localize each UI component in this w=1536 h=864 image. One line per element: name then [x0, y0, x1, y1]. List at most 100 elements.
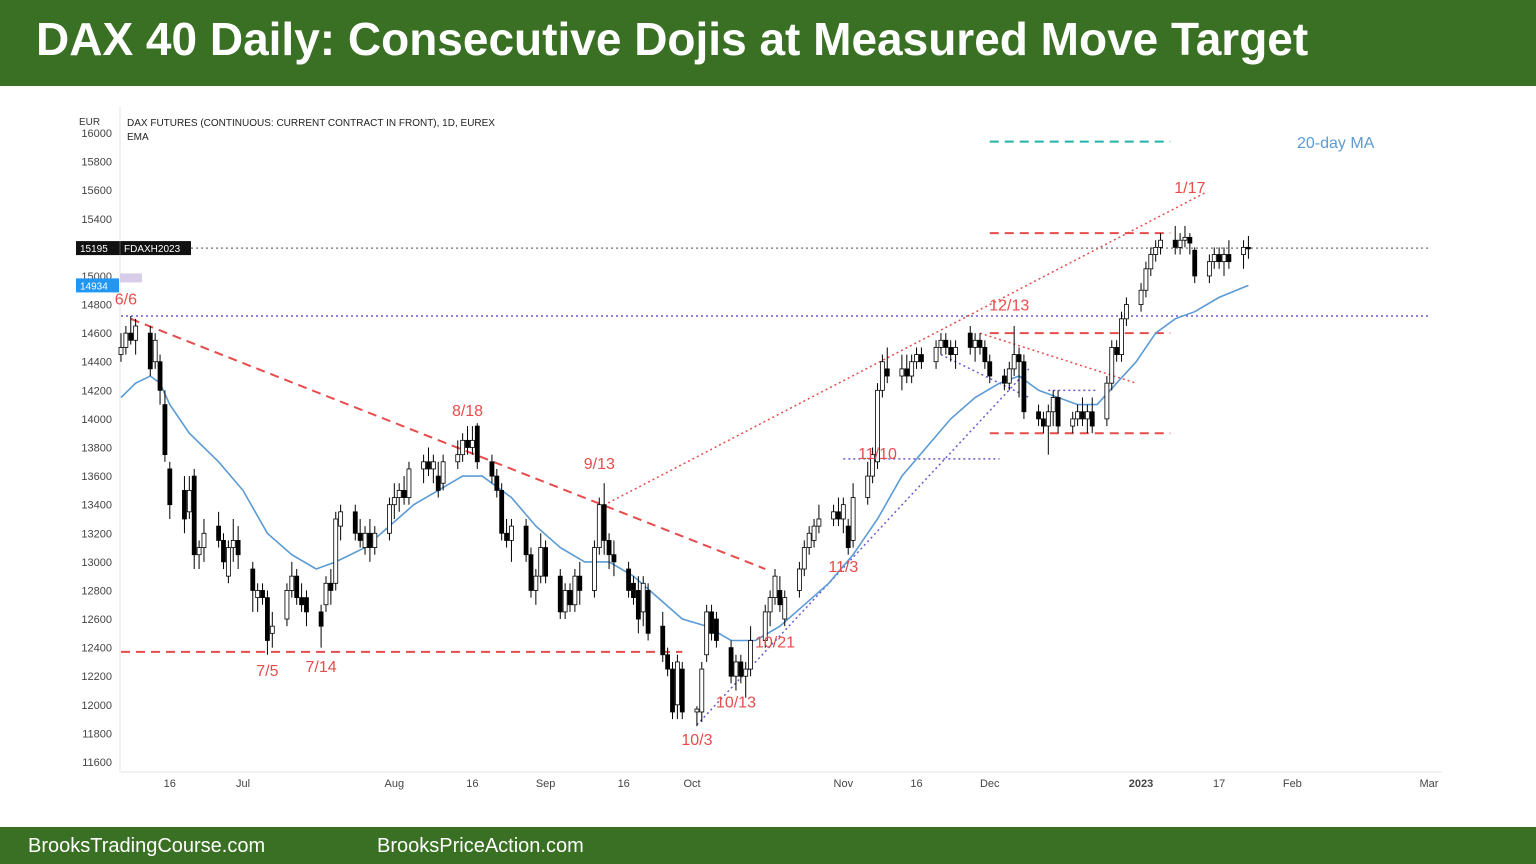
candle-body: [430, 461, 436, 470]
candle: [362, 526, 368, 555]
candle-body: [265, 597, 270, 641]
candle-body: [1075, 411, 1080, 420]
candle: [396, 483, 402, 512]
candlestick-chart: 11600 11800 12000 12200 12400 12600 12800 13000…: [76, 106, 1442, 790]
footer-link-brookstradingcourse[interactable]: BrooksTradingCourse.com: [28, 835, 266, 857]
candle: [772, 569, 778, 605]
candle: [1192, 247, 1198, 284]
candle: [987, 354, 993, 384]
candle-body: [562, 590, 568, 613]
candle: [972, 333, 978, 362]
candle-body: [1206, 261, 1212, 277]
candle-body: [1211, 254, 1217, 263]
candle-body: [191, 475, 197, 556]
candle: [216, 511, 222, 548]
annotation-label: 10/3: [681, 732, 712, 749]
candle: [836, 497, 841, 527]
candle: [333, 511, 339, 591]
candle: [982, 340, 988, 369]
x-tick-label: 2023: [1129, 778, 1153, 790]
candle: [191, 468, 197, 570]
candle-body: [372, 532, 378, 548]
candle-body: [489, 461, 495, 477]
candle: [133, 318, 139, 355]
ema-line-group: [120, 284, 1249, 642]
candle-body: [1182, 236, 1188, 241]
candle: [221, 533, 226, 570]
candle: [1221, 247, 1227, 276]
candle-body: [831, 511, 836, 520]
candle: [474, 423, 480, 469]
candle-body: [260, 590, 265, 599]
candle: [601, 483, 607, 555]
candle: [460, 433, 466, 462]
candle: [1206, 254, 1212, 284]
candle-body: [816, 518, 822, 527]
page-title: DAX 40 Daily: Consecutive Dojis at Measu…: [36, 13, 1309, 65]
candle: [201, 518, 207, 562]
candle: [1055, 390, 1061, 434]
y-tick-label: 12200: [81, 671, 112, 683]
candle-body: [914, 354, 919, 363]
candle-body: [499, 489, 505, 534]
candle: [567, 583, 573, 612]
candle: [904, 354, 910, 384]
candle-body: [640, 582, 646, 613]
candle: [801, 540, 807, 577]
instrument-label: DAX FUTURES (CONTINUOUS: CURRENT CONTRAC…: [127, 118, 495, 129]
candle-body: [196, 547, 202, 556]
y-tick-label: 13800: [81, 443, 112, 455]
candle: [1177, 233, 1183, 255]
candle-body: [577, 575, 583, 591]
candle: [1109, 340, 1115, 391]
candle-body: [269, 625, 275, 634]
candle-body: [1001, 375, 1007, 384]
candle: [919, 347, 924, 369]
candle: [948, 340, 954, 362]
candle: [162, 390, 168, 462]
candle: [367, 518, 373, 562]
candle: [845, 518, 851, 555]
candle-body: [289, 575, 295, 591]
candle-body: [1177, 239, 1183, 248]
candle-body: [592, 547, 597, 591]
candle: [879, 354, 885, 398]
annotation-label: 7/14: [306, 659, 337, 676]
candle: [1084, 404, 1090, 434]
candle-body: [225, 547, 231, 577]
candle-body: [367, 532, 373, 548]
candle: [1006, 361, 1012, 391]
y-tick-label: 13600: [81, 471, 112, 483]
candle-body: [840, 504, 846, 520]
candle: [294, 569, 300, 605]
candle: [899, 354, 905, 391]
candle: [733, 654, 739, 691]
candle: [816, 504, 822, 534]
candle: [1211, 247, 1217, 269]
candle: [152, 333, 158, 369]
candle: [699, 661, 705, 722]
candle-body: [601, 504, 607, 541]
candle-body: [1055, 397, 1061, 427]
candle: [1041, 411, 1046, 434]
y-tick-label: 15400: [81, 214, 112, 226]
candle-body: [1041, 418, 1046, 427]
candle-body: [387, 504, 392, 534]
candle-body: [811, 525, 817, 541]
candle: [1114, 340, 1120, 362]
candle-body: [128, 332, 134, 341]
candle-body: [743, 668, 749, 677]
candle-body: [1221, 254, 1227, 263]
candle-body: [1192, 249, 1198, 277]
candle-body: [635, 590, 641, 620]
annotation-label: 10/13: [716, 695, 756, 712]
y-tick-label: 14400: [81, 357, 112, 369]
candle: [504, 518, 509, 548]
candle-body: [797, 568, 802, 591]
candle-body: [953, 347, 958, 355]
candle-body: [1119, 318, 1124, 355]
candle: [782, 590, 788, 627]
candle: [1104, 376, 1110, 427]
footer-link-brookspriceaction[interactable]: BrooksPriceAction.com: [377, 835, 584, 857]
candle: [401, 476, 407, 505]
